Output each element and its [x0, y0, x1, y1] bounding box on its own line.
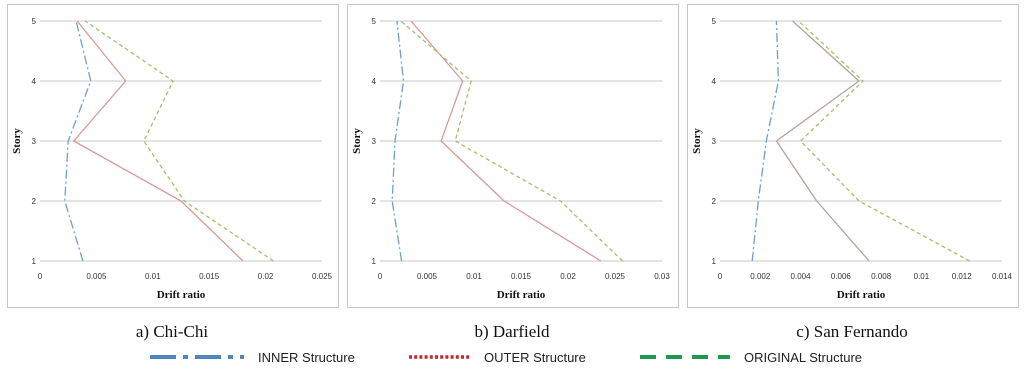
- x-tick-label-san-fernando-7: 0.014: [992, 272, 1013, 281]
- y-tick-label-chi-chi-4: 4: [32, 77, 37, 86]
- dash-dot-line-icon: [150, 355, 244, 359]
- series-line-darfield-outer: [410, 20, 602, 262]
- x-tick-label-san-fernando-1: 0.002: [750, 272, 771, 281]
- y-axis-title-san-fernando: Story: [691, 128, 703, 154]
- x-axis-title-san-fernando: Drift ratio: [837, 289, 886, 301]
- x-tick-label-darfield-2: 0.01: [466, 272, 482, 281]
- x-tick-label-darfield-4: 0.02: [560, 272, 576, 281]
- series-line-san-fernando-inner: [751, 20, 780, 262]
- legend-item-inner: INNER Structure: [150, 346, 355, 368]
- dotted-line-icon: [409, 355, 469, 359]
- x-tick-label-chi-chi-0: 0: [38, 272, 43, 281]
- x-tick-label-san-fernando-5: 0.01: [914, 272, 930, 281]
- y-tick-label-darfield-3: 3: [372, 137, 377, 146]
- dashed-line-icon: [640, 355, 730, 359]
- y-tick-label-chi-chi-5: 5: [32, 17, 37, 26]
- chart-svg-san-fernando: 1 2 3 4 5 0 0.002 0.004 0.006 0.008 0.01 0.012 0.014…: [691, 17, 1013, 301]
- chart-legend: INNER Structure OUTER Structure ORIGINAL…: [0, 346, 1026, 368]
- y-tick-label-darfield-2: 2: [372, 197, 377, 206]
- x-tick-label-darfield-3: 0.015: [511, 272, 532, 281]
- y-tick-label-chi-chi-2: 2: [32, 197, 37, 206]
- y-tick-label-san-fernando-5: 5: [712, 17, 717, 26]
- y-tick-label-chi-chi-1: 1: [32, 257, 37, 266]
- chart-panel-chi-chi: 1 2 3 4 5 0 0.005 0.01 0.015 0.02 0.025 Drift ratio…: [7, 4, 339, 308]
- y-tick-label-san-fernando-1: 1: [712, 257, 717, 266]
- caption-san-fernando: c) San Fernando: [796, 322, 908, 341]
- series-line-chi-chi-outer: [73, 20, 244, 262]
- legend-label-inner: INNER Structure: [258, 349, 355, 365]
- x-tick-label-darfield-5: 0.025: [605, 272, 626, 281]
- x-tick-label-san-fernando-4: 0.008: [871, 272, 892, 281]
- x-tick-label-chi-chi-5: 0.025: [312, 272, 333, 281]
- x-tick-label-chi-chi-2: 0.01: [145, 272, 161, 281]
- y-axis-title-chi-chi: Story: [11, 128, 23, 154]
- y-tick-label-darfield-5: 5: [372, 17, 377, 26]
- series-line-darfield-original: [400, 20, 623, 262]
- x-tick-label-chi-chi-4: 0.02: [258, 272, 274, 281]
- series-line-san-fernando-original: [798, 20, 971, 262]
- x-tick-label-darfield-1: 0.005: [417, 272, 438, 281]
- legend-label-outer: OUTER Structure: [484, 349, 586, 365]
- y-tick-label-darfield-4: 4: [372, 77, 377, 86]
- x-axis-title-chi-chi: Drift ratio: [157, 289, 206, 301]
- y-tick-label-san-fernando-4: 4: [712, 77, 717, 86]
- x-tick-label-darfield-6: 0.03: [654, 272, 670, 281]
- x-tick-label-san-fernando-2: 0.004: [791, 272, 812, 281]
- x-tick-label-san-fernando-3: 0.006: [831, 272, 852, 281]
- y-tick-label-darfield-1: 1: [372, 257, 377, 266]
- chart-panel-darfield: 1 2 3 4 5 0 0.005 0.01 0.015 0.02 0.025 0.03 Drift r…: [347, 4, 679, 308]
- series-line-san-fernando-outer: [775, 20, 870, 262]
- y-axis-title-darfield: Story: [351, 128, 363, 154]
- x-tick-label-san-fernando-0: 0: [718, 272, 723, 281]
- chart-svg-darfield: 1 2 3 4 5 0 0.005 0.01 0.015 0.02 0.025 0.03 Drift r…: [351, 17, 670, 301]
- legend-item-outer: OUTER Structure: [408, 346, 586, 368]
- x-tick-label-chi-chi-3: 0.015: [199, 272, 220, 281]
- series-line-chi-chi-inner: [64, 20, 92, 262]
- legend-item-original: ORIGINAL Structure: [640, 346, 862, 368]
- caption-darfield: b) Darfield: [474, 322, 550, 341]
- series-line-darfield-inner: [391, 20, 405, 262]
- chart-svg-chi-chi: 1 2 3 4 5 0 0.005 0.01 0.015 0.02 0.025 Drift ratio…: [11, 17, 333, 301]
- x-tick-label-san-fernando-6: 0.012: [952, 272, 973, 281]
- x-axis-title-darfield: Drift ratio: [497, 289, 546, 301]
- caption-chi-chi: a) Chi-Chi: [135, 322, 209, 341]
- y-tick-label-san-fernando-3: 3: [712, 137, 717, 146]
- y-tick-label-san-fernando-2: 2: [712, 197, 717, 206]
- legend-label-original: ORIGINAL Structure: [744, 349, 862, 365]
- x-tick-label-darfield-0: 0: [378, 272, 383, 281]
- series-line-chi-chi-original: [84, 20, 274, 262]
- y-tick-label-chi-chi-3: 3: [32, 137, 37, 146]
- chart-panel-san-fernando: 1 2 3 4 5 0 0.002 0.004 0.006 0.008 0.01 0.012 0.014…: [687, 4, 1019, 308]
- x-tick-label-chi-chi-1: 0.005: [86, 272, 107, 281]
